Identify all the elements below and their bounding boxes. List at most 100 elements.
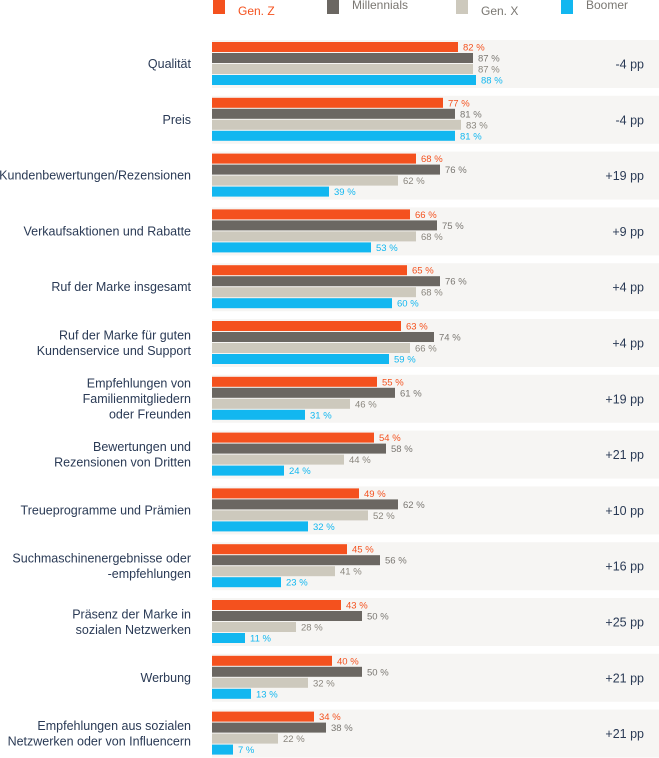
difference-label: +4 pp: [612, 337, 644, 351]
value-label: 74 %: [439, 333, 461, 344]
bar: [212, 622, 296, 632]
value-label: 53 %: [376, 243, 398, 254]
value-label: 28 %: [301, 623, 323, 634]
bar: [212, 677, 308, 688]
difference-label: +10 pp: [605, 504, 644, 518]
value-label: 61 %: [400, 388, 422, 399]
bar: [212, 544, 347, 555]
category-label-line: sozialen Netzwerken: [76, 623, 191, 637]
legend-swatch-1: [327, 0, 339, 14]
category-label: Kundenbewertungen/Rezensionen: [0, 169, 191, 183]
value-label: 41 %: [340, 567, 362, 578]
bar: [212, 276, 440, 287]
category-label-line: Bewertungen und: [93, 440, 191, 454]
category-label-line: Familienmitgliedern: [83, 392, 191, 406]
value-label: 87 %: [478, 54, 500, 65]
category-label-line: Kundenservice und Support: [37, 344, 192, 358]
value-label: 32 %: [313, 522, 335, 533]
bar: [212, 53, 473, 63]
value-label: 13 %: [256, 689, 278, 700]
value-label: 76 %: [445, 277, 467, 288]
category-row: Empfehlungen aus sozialen Netzwerken oder…: [8, 709, 659, 758]
difference-label: +19 pp: [605, 169, 644, 183]
difference-label: +21 pp: [605, 671, 644, 685]
bar: [212, 298, 392, 309]
bar: [212, 209, 410, 220]
value-label: 68 %: [421, 154, 443, 165]
value-label: 66 %: [415, 210, 437, 221]
category-label-line: Empfehlungen aus sozialen: [37, 719, 191, 733]
difference-label: +25 pp: [605, 616, 644, 630]
category-label-line: Ruf der Marke insgesamt: [51, 280, 191, 294]
bar: [212, 64, 473, 74]
bar: [212, 130, 455, 141]
bar: [212, 108, 455, 119]
category-label-line: oder Freunden: [109, 407, 191, 421]
bar: [212, 354, 389, 364]
value-label: 87 %: [478, 65, 500, 76]
bar: [212, 499, 398, 510]
value-label: 81 %: [460, 131, 482, 142]
category-row: Ruf der Marke für guten Kundenservice und…: [37, 319, 659, 367]
category-label-line: Kundenbewertungen/Rezensionen: [0, 169, 191, 183]
value-label: 11 %: [250, 634, 272, 645]
bar: [212, 242, 371, 253]
difference-label: +19 pp: [605, 392, 644, 406]
category-label: Empfehlungen von Familienmitgliedern oder …: [83, 376, 191, 421]
legend-swatch-2: [456, 0, 468, 14]
legend-label-3: Boomer: [586, 0, 628, 12]
category-label-line: Verkaufsaktionen und Rabatte: [24, 224, 192, 238]
legend-label-1: Millennials: [352, 0, 408, 12]
difference-label: +9 pp: [612, 225, 644, 239]
category-label-line: Qualität: [148, 57, 192, 71]
category-row: Präsenz der Marke in sozialen Netzwerken 4…: [72, 598, 659, 646]
bar: [212, 744, 233, 755]
category-row: Bewertungen und Rezensionen von Dritten 54…: [54, 430, 659, 479]
bar: [212, 97, 443, 108]
value-label: 77 %: [448, 98, 470, 109]
legend-label-2: Gen. X: [481, 4, 518, 18]
bar: [212, 265, 407, 276]
value-label: 82 %: [463, 43, 485, 54]
bar: [212, 521, 308, 532]
value-label: 50 %: [367, 667, 389, 678]
bar: [212, 555, 380, 566]
bar: [212, 688, 251, 699]
value-label: 62 %: [403, 176, 425, 187]
category-label-line: Ruf der Marke für guten: [59, 328, 191, 342]
value-label: 22 %: [283, 734, 305, 745]
value-label: 54 %: [379, 433, 401, 444]
value-label: 23 %: [286, 578, 308, 589]
value-label: 58 %: [391, 444, 413, 455]
legend: Gen. Z Millennials Gen. X Boomer: [213, 0, 628, 18]
bar: [212, 409, 305, 420]
bar: [212, 175, 398, 186]
bar: [212, 387, 395, 398]
value-label: 31 %: [310, 410, 332, 421]
category-label: Suchmaschinenergebnisse oder -empfehlunge…: [12, 551, 191, 581]
difference-label: +16 pp: [605, 560, 644, 574]
bar: [212, 376, 377, 387]
category-row: Treueprogramme und Prämien 49 % 62 % 52 % 32…: [21, 486, 659, 535]
bar: [212, 666, 362, 677]
category-label: Ruf der Marke insgesamt: [51, 280, 191, 294]
bar: [212, 600, 341, 610]
category-label: Präsenz der Marke in sozialen Netzwerken: [72, 607, 191, 637]
value-label: 24 %: [289, 466, 311, 477]
bar: [212, 432, 374, 443]
category-label-line: Treueprogramme und Prämien: [21, 503, 191, 517]
bar: [212, 343, 410, 353]
category-label: Verkaufsaktionen und Rabatte: [24, 224, 192, 238]
value-label: 88 %: [481, 76, 503, 87]
bar: [212, 231, 416, 242]
category-row: Ruf der Marke insgesamt 65 % 76 %68 %60 % +…: [51, 263, 659, 312]
value-label: 65 %: [412, 266, 434, 277]
value-label: 59 %: [394, 355, 416, 366]
category-label: Treueprogramme und Prämien: [21, 503, 191, 517]
bar: [212, 655, 332, 666]
category-row: Kundenbewertungen/Rezensionen 68 %76 % 62 …: [0, 151, 659, 200]
category-label-line: Suchmaschinenergebnisse oder: [12, 551, 191, 565]
value-label: 38 %: [331, 723, 353, 734]
value-label: 68 %: [421, 288, 443, 299]
